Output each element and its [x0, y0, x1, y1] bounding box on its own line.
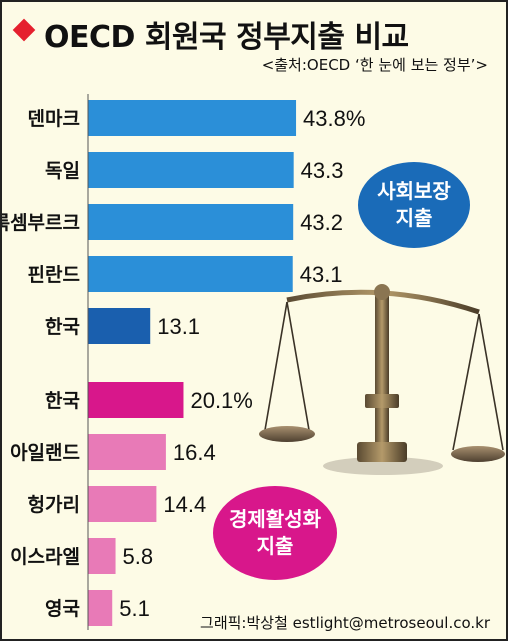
economic-stimulus-series: 한국 20.1% 아일랜드 16.4 헝가리 14.4 이스라엘 5.8 영국 5.1: [10, 382, 253, 626]
bar: [88, 434, 166, 470]
category-label: 독일: [45, 160, 80, 182]
badge-line: 경제활성화: [229, 507, 321, 531]
category-label: 룩셈부르크: [2, 212, 80, 234]
category-label: 한국: [45, 390, 80, 412]
title-row: OECD 회원국 정부지출 비교: [2, 8, 506, 55]
badge-line: 사회보장: [377, 179, 451, 203]
badge-line: 지출: [256, 534, 294, 558]
economic-stimulus-badge: 경제활성화 지출: [213, 486, 337, 580]
bar: [88, 204, 294, 240]
graphic-credit: 그래픽:박상철 estlight@metroseoul.co.kr: [200, 614, 490, 632]
social-security-series: 덴마크 43.8% 독일 43.3 룩셈부르크 43.2 핀란드 43.1 한국 13.1: [2, 100, 365, 344]
value-label: 20.1%: [190, 388, 252, 413]
category-label: 덴마크: [28, 108, 80, 130]
category-label: 헝가리: [28, 494, 80, 516]
bar: [88, 308, 151, 344]
source-note: <출처:OECD ‘한 눈에 보는 정부’>: [261, 56, 488, 74]
bar: [88, 382, 184, 418]
bar: [88, 538, 116, 574]
category-label: 이스라엘: [10, 546, 80, 568]
category-label: 아일랜드: [10, 442, 80, 464]
value-label: 43.1: [300, 262, 343, 287]
value-label: 43.3: [301, 158, 344, 183]
bar: [88, 590, 113, 626]
bar: [88, 256, 293, 292]
value-label: 43.8%: [303, 106, 365, 131]
value-label: 43.2: [300, 210, 343, 235]
social-security-badge: 사회보장 지출: [358, 162, 470, 248]
badge-line: 지출: [395, 206, 433, 230]
balance-scale-icon: [259, 284, 505, 475]
value-label: 13.1: [157, 314, 200, 339]
value-label: 5.8: [123, 544, 154, 569]
value-label: 14.4: [163, 492, 206, 517]
value-label: 5.1: [119, 596, 150, 621]
chart-title: OECD 회원국 정부지출 비교: [44, 20, 409, 55]
bar: [88, 486, 157, 522]
category-label: 영국: [45, 598, 80, 620]
value-label: 16.4: [173, 440, 216, 465]
bar: [88, 100, 297, 136]
category-label: 핀란드: [28, 264, 80, 286]
category-label: 한국: [45, 316, 80, 338]
bar: [88, 152, 294, 188]
